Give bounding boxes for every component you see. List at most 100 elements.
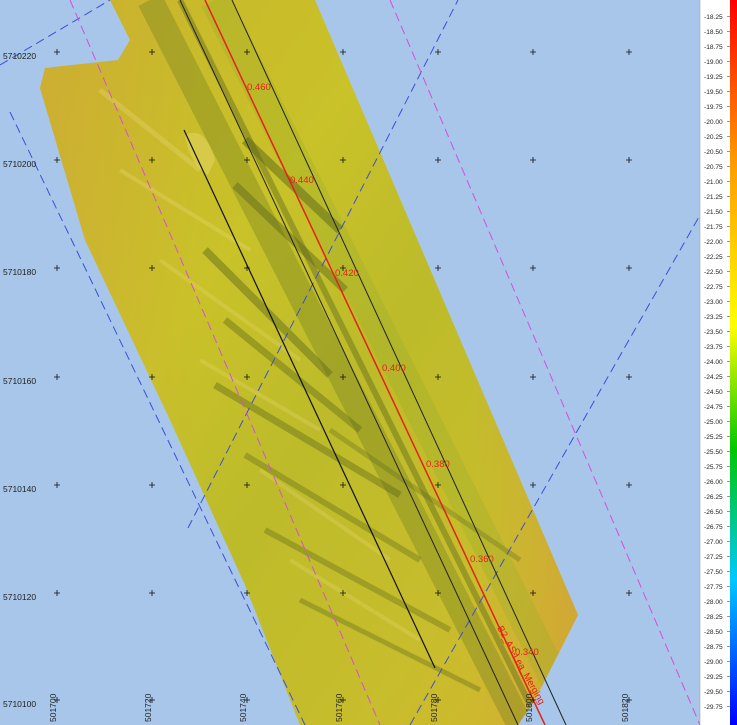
grid-cross [626, 265, 632, 271]
grid-cross [340, 49, 346, 55]
grid-cross [435, 590, 441, 596]
depth-scale-label: -27.50 [704, 569, 723, 576]
route-line-right [231, 0, 567, 725]
depth-scale-label: -29.75 [704, 704, 723, 711]
northing-labels: 5710220 5710200 5710180 5710160 5710140 57101… [3, 51, 36, 709]
route-kp-labels: 0.460 0.440 0.420 0.400 0.380 0.360 0.340 [247, 82, 539, 658]
depth-scale-label: -21.75 [704, 224, 723, 231]
depth-scale-label: -28.00 [704, 599, 723, 606]
depth-scale-label: -22.00 [704, 239, 723, 246]
depth-scale-label: -24.25 [704, 374, 723, 381]
kp-label: 0.340 [515, 647, 539, 658]
grid-cross [244, 374, 250, 380]
depth-scale-label: -19.50 [704, 89, 723, 96]
grid-cross [54, 697, 60, 703]
grid-cross [244, 49, 250, 55]
grid-cross [340, 697, 346, 703]
grid-cross [626, 157, 632, 163]
depth-scale-label: -20.00 [704, 119, 723, 126]
grid-cross [54, 590, 60, 596]
kp-label: 0.460 [247, 82, 271, 93]
grid-cross [626, 697, 632, 703]
depth-scale-label: -21.50 [704, 209, 723, 216]
depth-scale-label: -24.75 [704, 404, 723, 411]
kp-label: 0.420 [335, 268, 359, 279]
depth-scale-label: -18.50 [704, 29, 723, 36]
grid-cross [435, 265, 441, 271]
depth-scale-label: -20.75 [704, 164, 723, 171]
grid-cross [626, 49, 632, 55]
northing-label: 5710180 [3, 267, 36, 277]
northing-label: 5710120 [3, 592, 36, 602]
easting-label: 501700 [48, 693, 58, 722]
grid-cross [244, 590, 250, 596]
northing-label: 5710140 [3, 484, 36, 494]
grid-cross [54, 374, 60, 380]
depth-scale-label: -25.00 [704, 419, 723, 426]
depth-scale-label: -22.75 [704, 284, 723, 291]
grid-cross [54, 482, 60, 488]
depth-scale-label: -21.25 [704, 194, 723, 201]
grid-cross [244, 157, 250, 163]
depth-scale-label: -28.50 [704, 629, 723, 636]
depth-scale-label: -22.50 [704, 269, 723, 276]
magenta-corridor-lines [69, 0, 701, 725]
depth-scale-label: -25.50 [704, 449, 723, 456]
grid-cross [530, 265, 536, 271]
grid-cross [149, 590, 155, 596]
grid-cross [149, 157, 155, 163]
grid-cross [340, 482, 346, 488]
grid-cross [626, 590, 632, 596]
northing-label: 5710220 [3, 51, 36, 61]
kp-label: 0.380 [426, 459, 450, 470]
grid-cross [149, 482, 155, 488]
grid-cross [530, 374, 536, 380]
depth-scale-label: -24.00 [704, 359, 723, 366]
grid-cross [530, 49, 536, 55]
grid-cross [626, 482, 632, 488]
grid-cross [149, 697, 155, 703]
depth-scale-label: -27.25 [704, 554, 723, 561]
grid-cross [54, 265, 60, 271]
grid-cross [530, 482, 536, 488]
kp-label: 0.400 [382, 363, 406, 374]
depth-scale-label: -29.25 [704, 674, 723, 681]
grid-cross [435, 49, 441, 55]
grid-cross [435, 482, 441, 488]
depth-scale-label: -26.00 [704, 479, 723, 486]
depth-scale-label: -21.00 [704, 179, 723, 186]
depth-scale-label: -19.75 [704, 104, 723, 111]
depth-scale-label: -29.00 [704, 659, 723, 666]
depth-scale-label: -23.75 [704, 344, 723, 351]
easting-label: 501800 [524, 693, 534, 722]
grid-cross [54, 157, 60, 163]
grid-cross [244, 265, 250, 271]
route-line-red [204, 0, 546, 725]
grid-cross [530, 157, 536, 163]
grid-cross [54, 49, 60, 55]
depth-scale-label: -27.00 [704, 539, 723, 546]
easting-label: 501740 [238, 693, 248, 722]
depth-scale-label: -28.75 [704, 644, 723, 651]
depth-scale-label: -25.25 [704, 434, 723, 441]
survey-coverage [40, 0, 578, 725]
depth-scale-label: -18.25 [704, 14, 723, 21]
grid-cross [435, 374, 441, 380]
depth-scale-label: -24.50 [704, 389, 723, 396]
depth-scale-label: -27.75 [704, 584, 723, 591]
grid-cross [435, 697, 441, 703]
grid-cross [340, 374, 346, 380]
grid-cross [435, 157, 441, 163]
grid-cross [340, 157, 346, 163]
grid-crosses [54, 49, 632, 703]
grid-cross [149, 265, 155, 271]
centre-line-black [183, 129, 436, 669]
easting-labels: 501700 501720 501740 501760 501780 501800 5018… [48, 693, 630, 722]
seabed-ripples [98, 0, 574, 725]
depth-scale-label: -20.50 [704, 149, 723, 156]
grid-cross [530, 590, 536, 596]
northing-label: 5710200 [3, 159, 36, 169]
depth-scale-label: -23.25 [704, 314, 723, 321]
